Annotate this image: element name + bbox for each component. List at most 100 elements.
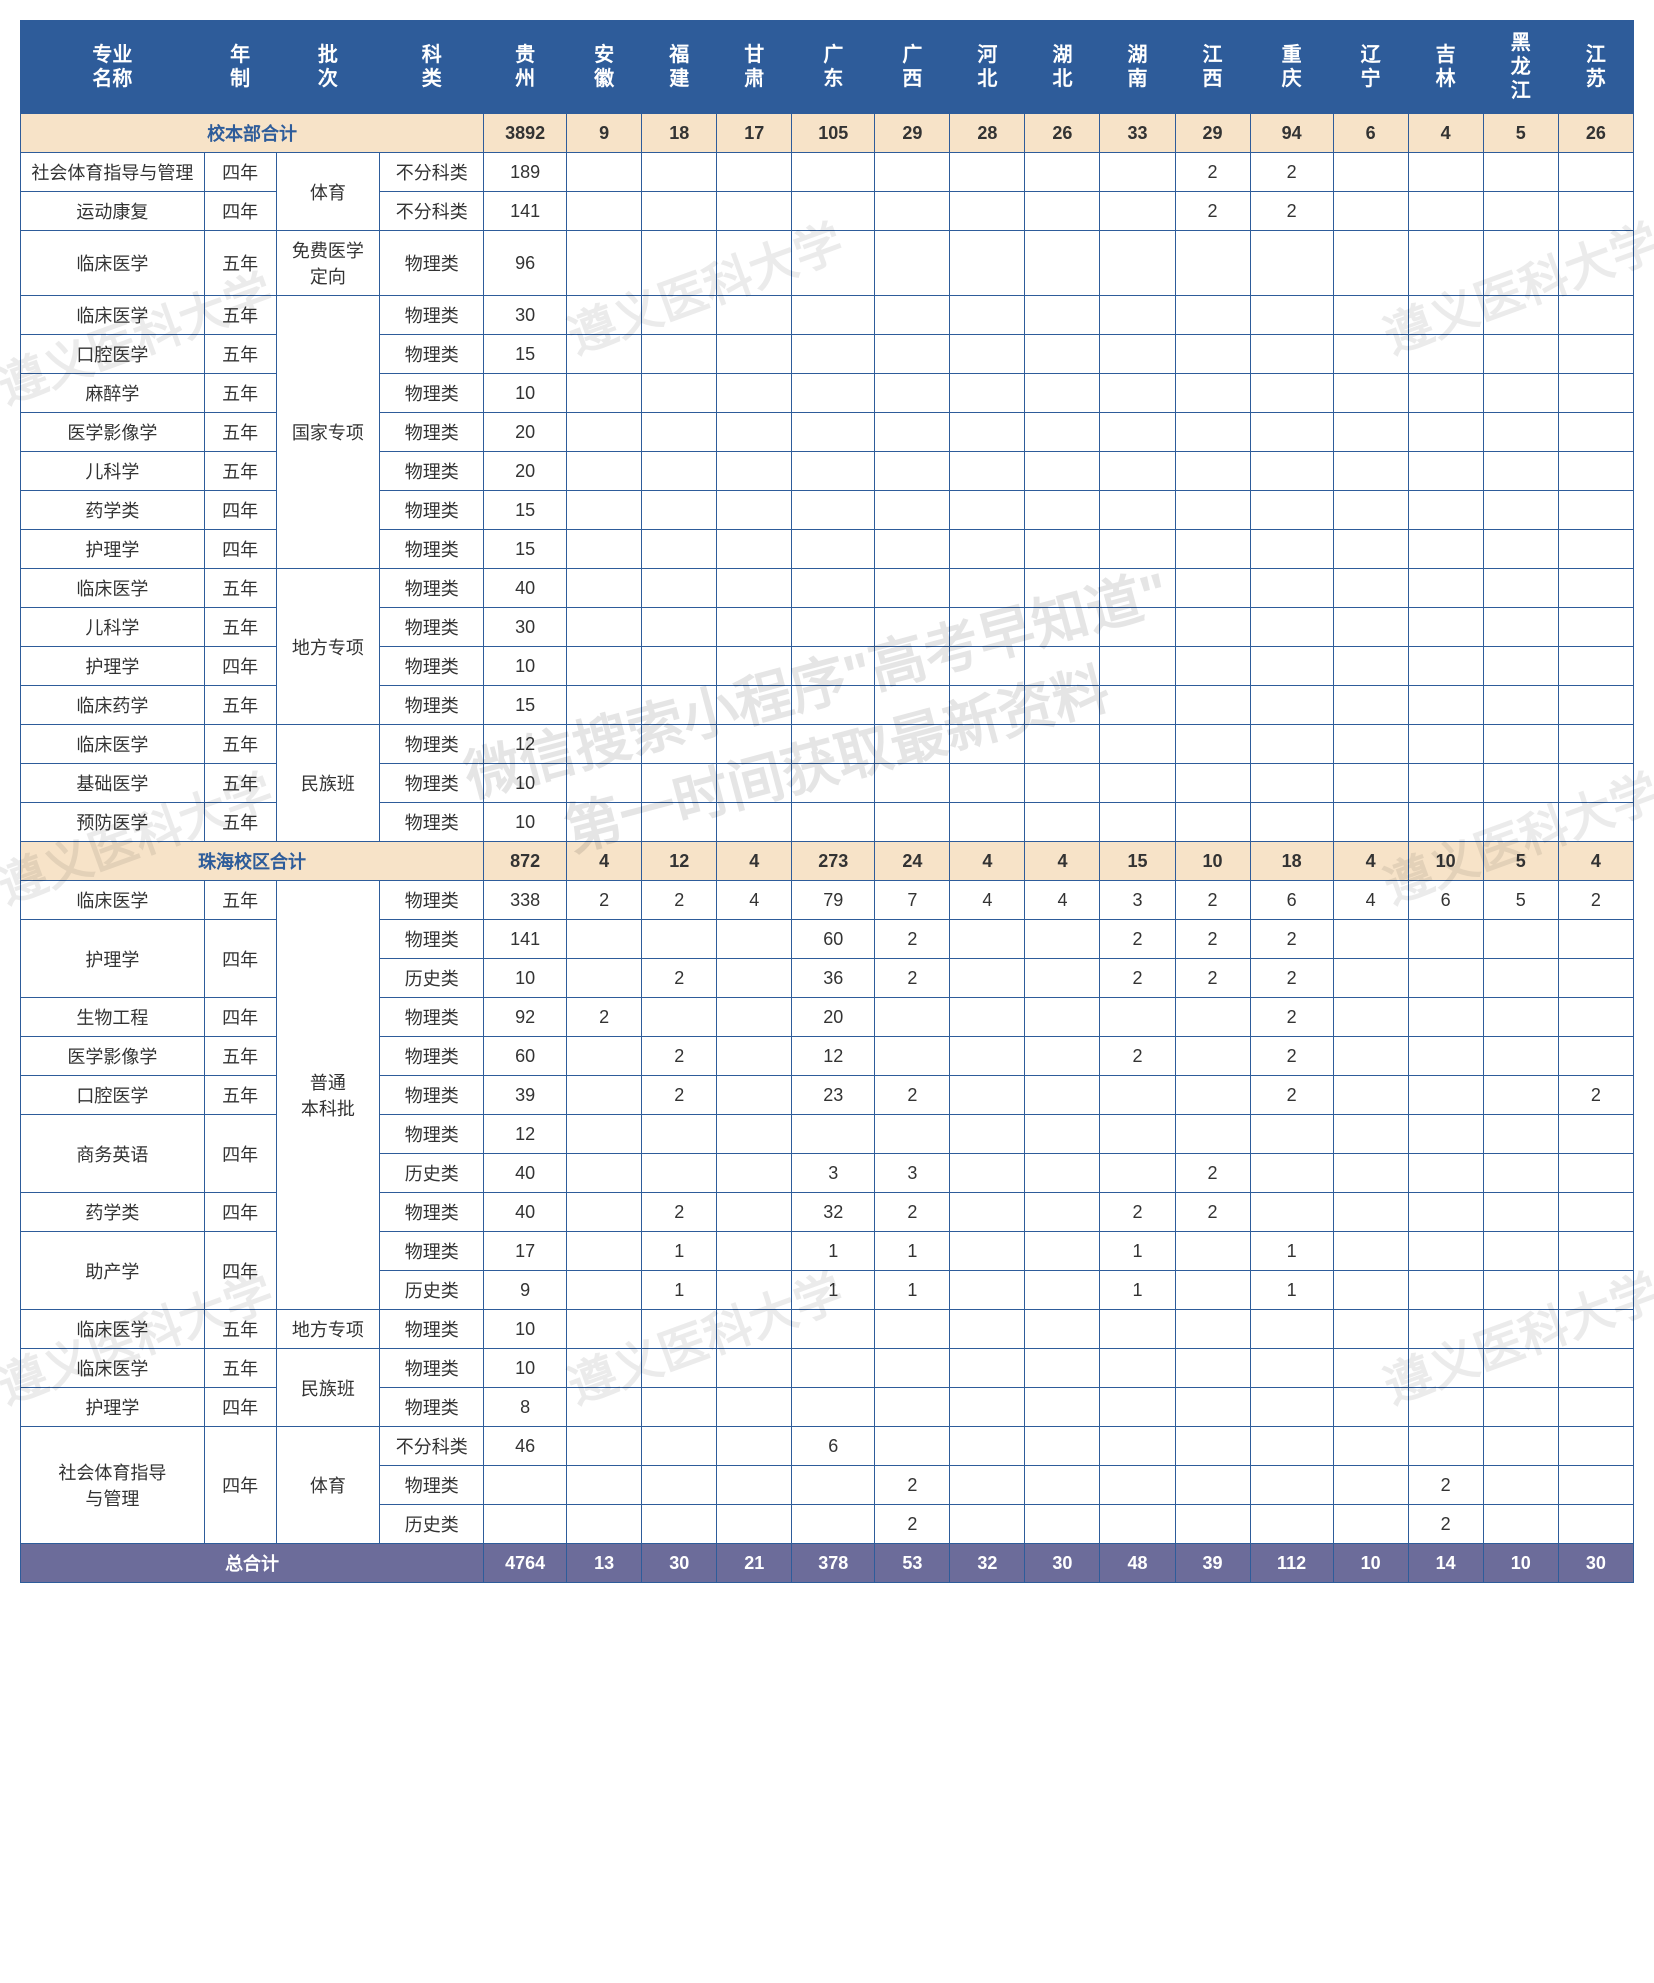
subtotal-value: 10 <box>1175 842 1250 881</box>
value-cell <box>950 1427 1025 1466</box>
value-cell <box>950 920 1025 959</box>
value-cell <box>875 569 950 608</box>
type-cell: 物理类 <box>380 764 484 803</box>
type-cell: 物理类 <box>380 1076 484 1115</box>
value-cell <box>1558 569 1633 608</box>
value-cell <box>875 725 950 764</box>
value-cell <box>642 920 717 959</box>
value-cell <box>792 647 875 686</box>
value-cell <box>875 1310 950 1349</box>
value-cell: 2 <box>1250 959 1333 998</box>
value-cell <box>1333 1037 1408 1076</box>
value-cell <box>1483 1427 1558 1466</box>
subtotal-value: 4 <box>717 842 792 881</box>
batch-cell: 免费医学定向 <box>276 231 380 296</box>
type-cell: 物理类 <box>380 608 484 647</box>
value-cell <box>1175 1388 1250 1427</box>
value-cell <box>1408 569 1483 608</box>
value-cell <box>1175 413 1250 452</box>
major-cell: 护理学 <box>21 530 205 569</box>
value-cell <box>792 491 875 530</box>
value-cell <box>1250 452 1333 491</box>
value-cell <box>1100 491 1175 530</box>
value-cell: 2 <box>642 1076 717 1115</box>
subtotal-value: 26 <box>1558 114 1633 153</box>
value-cell <box>1175 1232 1250 1271</box>
major-cell: 临床医学 <box>21 725 205 764</box>
value-cell <box>717 1466 792 1505</box>
major-cell: 护理学 <box>21 1388 205 1427</box>
value-cell <box>1483 374 1558 413</box>
value-cell: 40 <box>484 1193 567 1232</box>
value-cell <box>1333 1466 1408 1505</box>
value-cell <box>717 569 792 608</box>
year-cell: 五年 <box>204 374 276 413</box>
value-cell <box>1558 1466 1633 1505</box>
value-cell <box>875 803 950 842</box>
value-cell: 2 <box>1175 1154 1250 1193</box>
province-header: 安徽 <box>567 21 642 114</box>
value-cell: 2 <box>1250 1037 1333 1076</box>
value-cell: 2 <box>1250 920 1333 959</box>
table-row: 儿科学五年物理类20 <box>21 452 1634 491</box>
grand-total-value: 30 <box>1025 1544 1100 1583</box>
value-cell <box>1408 192 1483 231</box>
value-cell <box>950 452 1025 491</box>
value-cell <box>1175 686 1250 725</box>
value-cell: 15 <box>484 335 567 374</box>
value-cell <box>1250 491 1333 530</box>
value-cell <box>642 1466 717 1505</box>
value-cell <box>1333 803 1408 842</box>
value-cell <box>792 1310 875 1349</box>
value-cell <box>717 998 792 1037</box>
value-cell: 141 <box>484 192 567 231</box>
value-cell <box>1175 569 1250 608</box>
value-cell <box>567 1115 642 1154</box>
value-cell <box>1025 335 1100 374</box>
batch-cell: 国家专项 <box>276 296 380 569</box>
value-cell: 23 <box>792 1076 875 1115</box>
value-cell <box>1100 608 1175 647</box>
value-cell: 2 <box>875 1505 950 1544</box>
value-cell: 2 <box>875 920 950 959</box>
value-cell: 4 <box>950 881 1025 920</box>
value-cell: 2 <box>1175 959 1250 998</box>
value-cell <box>1558 1349 1633 1388</box>
value-cell <box>792 530 875 569</box>
value-cell: 9 <box>484 1271 567 1310</box>
value-cell <box>1483 231 1558 296</box>
value-cell: 5 <box>1483 881 1558 920</box>
value-cell <box>567 153 642 192</box>
value-cell <box>1175 1037 1250 1076</box>
batch-cell: 民族班 <box>276 725 380 842</box>
value-cell <box>1175 530 1250 569</box>
value-cell <box>717 192 792 231</box>
value-cell <box>875 1427 950 1466</box>
value-cell <box>792 764 875 803</box>
value-cell <box>717 491 792 530</box>
value-cell <box>642 803 717 842</box>
value-cell <box>1483 530 1558 569</box>
value-cell <box>1333 1505 1408 1544</box>
value-cell <box>1558 335 1633 374</box>
year-cell: 四年 <box>204 153 276 192</box>
table-row: 预防医学五年物理类10 <box>21 803 1634 842</box>
subtotal-value: 4 <box>1408 114 1483 153</box>
value-cell <box>1100 530 1175 569</box>
value-cell <box>1483 192 1558 231</box>
value-cell <box>1483 335 1558 374</box>
value-cell: 2 <box>1408 1505 1483 1544</box>
value-cell <box>1408 1349 1483 1388</box>
value-cell <box>1333 231 1408 296</box>
value-cell <box>1558 998 1633 1037</box>
value-cell <box>950 1076 1025 1115</box>
value-cell <box>717 1271 792 1310</box>
value-cell <box>950 1349 1025 1388</box>
value-cell <box>567 803 642 842</box>
major-cell: 护理学 <box>21 647 205 686</box>
value-cell <box>1025 647 1100 686</box>
value-cell: 39 <box>484 1076 567 1115</box>
value-cell <box>950 647 1025 686</box>
value-cell: 2 <box>1175 881 1250 920</box>
province-header: 广西 <box>875 21 950 114</box>
